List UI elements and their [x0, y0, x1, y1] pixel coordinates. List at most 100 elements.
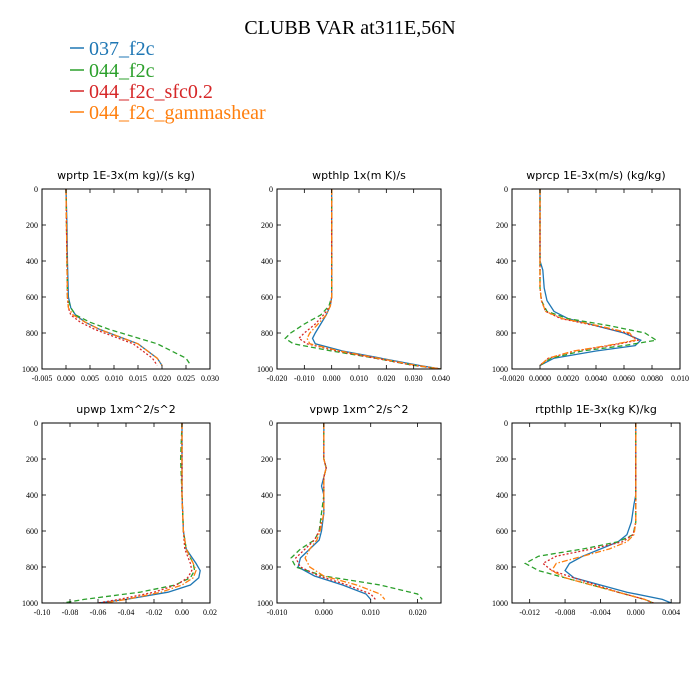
y-tick-label: 600	[26, 293, 38, 302]
y-tick-label: 600	[26, 527, 38, 536]
y-tick-label: 400	[261, 257, 273, 266]
panel-title: rtpthlp 1E-3x(kg K)/kg	[535, 403, 657, 416]
panel-title: wprtp 1E-3x(m kg)/(s kg)	[57, 169, 195, 182]
panel-rtpthlp: rtpthlp 1E-3x(kg K)/kg -0.012 -0.008 -0.004…	[492, 403, 681, 617]
y-tick-label: 200	[26, 455, 38, 464]
series-line-044-f2c-gammashear	[65, 189, 163, 366]
x-tick-label: 0.030	[405, 374, 423, 383]
x-tick-label: 0.010	[671, 374, 689, 383]
x-tick-label: -0.012	[519, 608, 540, 617]
x-tick-label: -0.10	[34, 608, 51, 617]
y-tick-label: 800	[496, 563, 508, 572]
x-tick-label: -0.010	[267, 608, 288, 617]
x-tick-label: -0.010	[294, 374, 315, 383]
x-tick-label: 0.020	[409, 608, 427, 617]
legend-label-2: 044_f2c	[89, 60, 155, 82]
y-tick-label: 200	[261, 221, 273, 230]
y-tick-label: 800	[496, 329, 508, 338]
y-tick-label: 400	[26, 257, 38, 266]
y-tick-label: 0	[269, 419, 273, 428]
y-tick-label: 800	[261, 329, 273, 338]
panel-title: upwp 1xm^2/s^2	[76, 403, 176, 416]
x-tick-label: -0.06	[90, 608, 107, 617]
y-tick-label: 400	[496, 257, 508, 266]
x-tick-label: 0.000	[627, 608, 645, 617]
legend-label-1: 037_f2c	[89, 38, 155, 60]
figure-title: CLUBB VAR at311E,56N	[244, 17, 455, 39]
y-tick-label: 400	[496, 491, 508, 500]
x-tick-label: 0.000	[57, 374, 75, 383]
x-tick-label: 0.005	[81, 374, 99, 383]
y-tick-label: 400	[26, 491, 38, 500]
x-tick-label: 0.0080	[641, 374, 663, 383]
y-tick-label: 200	[261, 455, 273, 464]
series-line-044-f2c-gammashear	[539, 189, 637, 366]
panel-wpthlp: wpthlp 1x(m K)/s -0.020 -0.010 0.000 0.010 0.…	[257, 169, 450, 383]
y-tick-label: 0	[504, 419, 508, 428]
x-tick-label: 0.010	[105, 374, 123, 383]
x-tick-label: 0.00	[175, 608, 189, 617]
legend: 037_f2c 044_f2c 044_f2c_sfc0.2 044_f2c_g…	[70, 38, 266, 124]
y-tick-label: 200	[496, 221, 508, 230]
y-tick-label: 1000	[492, 599, 508, 608]
x-tick-label: -0.0020	[500, 374, 525, 383]
axis-frame	[41, 188, 211, 370]
x-tick-label: 0.015	[129, 374, 147, 383]
x-tick-label: -0.005	[32, 374, 53, 383]
panel-title: vpwp 1xm^2/s^2	[309, 403, 408, 416]
axis-frame	[276, 422, 442, 604]
legend-item-1: 037_f2c	[70, 38, 155, 60]
x-tick-label: -0.008	[555, 608, 576, 617]
y-tick-label: 800	[26, 563, 38, 572]
x-tick-label: 0.0000	[529, 374, 551, 383]
series-line-044-f2c	[284, 189, 441, 369]
x-tick-label: -0.04	[118, 608, 135, 617]
panel-title: wpthlp 1x(m K)/s	[312, 169, 406, 182]
x-tick-label: 0.030	[201, 374, 219, 383]
x-tick-label: 0.000	[315, 608, 333, 617]
y-tick-label: 600	[261, 527, 273, 536]
y-tick-label: 1000	[257, 365, 273, 374]
y-tick-label: 800	[26, 329, 38, 338]
panel-wprcp: wprcp 1E-3x(m/s) (kg/kg) -0.0020 0.0000 0.0…	[492, 169, 689, 383]
series-line-044-f2c-gammashear	[550, 423, 654, 603]
x-tick-label: 0.0020	[557, 374, 579, 383]
series-line-044-f2c-sfc0-2	[541, 423, 654, 603]
x-tick-label: -0.02	[146, 608, 163, 617]
series-line-044-f2c-gammashear	[304, 423, 386, 600]
y-tick-label: 400	[261, 491, 273, 500]
panel-title: wprcp 1E-3x(m/s) (kg/kg)	[526, 169, 665, 182]
y-tick-label: 800	[261, 563, 273, 572]
x-tick-label: 0.0060	[613, 374, 635, 383]
legend-item-3: 044_f2c_sfc0.2	[70, 81, 213, 103]
x-tick-label: -0.004	[590, 608, 611, 617]
x-tick-label: 0.02	[203, 608, 217, 617]
x-tick-label: -0.08	[62, 608, 79, 617]
y-tick-label: 200	[496, 455, 508, 464]
x-tick-label: 0.010	[350, 374, 368, 383]
y-tick-label: 1000	[492, 365, 508, 374]
series-line-044-f2c-gammashear	[306, 189, 441, 369]
x-tick-label: 0.004	[662, 608, 680, 617]
y-tick-label: 0	[34, 419, 38, 428]
y-tick-label: 0	[504, 185, 508, 194]
y-tick-label: 1000	[22, 599, 38, 608]
x-tick-label: 0.020	[377, 374, 395, 383]
y-tick-label: 1000	[257, 599, 273, 608]
legend-label-4: 044_f2c_gammashear	[89, 102, 266, 124]
legend-label-3: 044_f2c_sfc0.2	[89, 81, 213, 103]
y-tick-label: 1000	[22, 365, 38, 374]
y-tick-label: 0	[34, 185, 38, 194]
x-tick-label: 0.040	[432, 374, 450, 383]
series-line-037-f2c	[564, 423, 672, 603]
y-tick-label: 200	[26, 221, 38, 230]
axis-frame	[511, 422, 681, 604]
x-tick-label: 0.000	[323, 374, 341, 383]
legend-item-2: 044_f2c	[70, 60, 155, 82]
legend-item-4: 044_f2c_gammashear	[70, 102, 266, 124]
x-tick-label: 0.0040	[585, 374, 607, 383]
panel-vpwp: vpwp 1xm^2/s^2 -0.010 0.000 0.010 0.020 0 200 4…	[257, 403, 442, 617]
x-tick-label: 0.020	[153, 374, 171, 383]
x-tick-label: 0.025	[177, 374, 195, 383]
series-line-044-f2c-gammashear	[104, 423, 197, 603]
